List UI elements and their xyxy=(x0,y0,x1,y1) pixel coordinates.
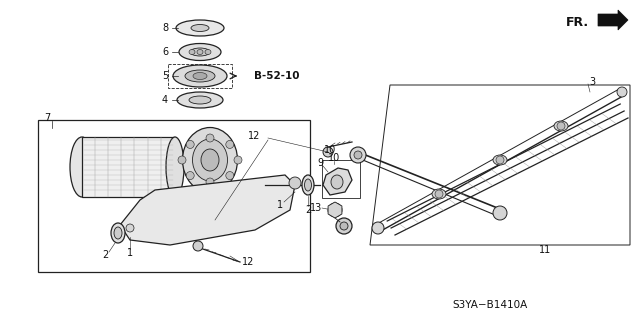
Circle shape xyxy=(496,156,504,164)
Ellipse shape xyxy=(189,96,211,104)
Circle shape xyxy=(186,140,194,148)
Circle shape xyxy=(126,224,134,232)
Circle shape xyxy=(289,177,301,189)
Ellipse shape xyxy=(70,137,94,197)
Text: 6: 6 xyxy=(162,47,168,57)
Text: 3: 3 xyxy=(589,77,595,87)
Polygon shape xyxy=(323,168,352,195)
Circle shape xyxy=(617,87,627,97)
Circle shape xyxy=(331,206,339,214)
Polygon shape xyxy=(598,10,628,30)
Text: 9: 9 xyxy=(317,158,323,168)
Ellipse shape xyxy=(205,49,211,55)
Circle shape xyxy=(350,147,366,163)
Ellipse shape xyxy=(176,20,224,36)
Circle shape xyxy=(186,172,194,180)
Circle shape xyxy=(435,190,443,198)
Ellipse shape xyxy=(493,155,507,165)
Text: FR.: FR. xyxy=(566,16,589,28)
Ellipse shape xyxy=(190,48,210,56)
Ellipse shape xyxy=(193,241,203,251)
Circle shape xyxy=(234,156,242,164)
Text: 12: 12 xyxy=(242,257,254,267)
Text: 2: 2 xyxy=(102,250,108,260)
Text: 11: 11 xyxy=(539,245,551,255)
Ellipse shape xyxy=(173,65,227,87)
Ellipse shape xyxy=(193,139,227,181)
Circle shape xyxy=(354,151,362,159)
Ellipse shape xyxy=(179,43,221,61)
Ellipse shape xyxy=(191,25,209,32)
Ellipse shape xyxy=(193,72,207,79)
Text: 1: 1 xyxy=(277,200,283,210)
Polygon shape xyxy=(82,137,175,197)
Text: 10: 10 xyxy=(324,145,336,155)
Ellipse shape xyxy=(331,175,343,189)
Ellipse shape xyxy=(166,137,184,197)
Circle shape xyxy=(178,156,186,164)
Circle shape xyxy=(226,172,234,180)
Ellipse shape xyxy=(340,222,348,230)
Text: 12: 12 xyxy=(248,131,260,141)
Text: B-52-10: B-52-10 xyxy=(254,71,300,81)
Ellipse shape xyxy=(554,121,568,131)
Polygon shape xyxy=(120,175,295,245)
Circle shape xyxy=(226,140,234,148)
Bar xyxy=(168,64,232,88)
Circle shape xyxy=(557,122,565,130)
Ellipse shape xyxy=(336,218,352,234)
Text: 1: 1 xyxy=(127,248,133,258)
Bar xyxy=(322,160,360,198)
Ellipse shape xyxy=(177,92,223,108)
Ellipse shape xyxy=(197,49,203,55)
Ellipse shape xyxy=(432,189,446,199)
Text: S3YA−B1410A: S3YA−B1410A xyxy=(452,300,527,310)
Text: 8: 8 xyxy=(162,23,168,33)
Ellipse shape xyxy=(114,227,122,239)
Ellipse shape xyxy=(323,147,333,157)
Ellipse shape xyxy=(189,49,195,55)
Text: 7: 7 xyxy=(44,113,50,123)
Ellipse shape xyxy=(305,179,312,191)
Text: 2: 2 xyxy=(305,205,311,215)
Polygon shape xyxy=(328,202,342,218)
Ellipse shape xyxy=(302,175,314,195)
Ellipse shape xyxy=(201,149,219,171)
Bar xyxy=(38,120,310,272)
Text: 4: 4 xyxy=(162,95,168,105)
Text: 5: 5 xyxy=(162,71,168,81)
Circle shape xyxy=(206,178,214,186)
Ellipse shape xyxy=(182,128,237,192)
Ellipse shape xyxy=(111,223,125,243)
Ellipse shape xyxy=(185,70,215,82)
Circle shape xyxy=(493,206,507,220)
Text: 13: 13 xyxy=(310,203,322,213)
Circle shape xyxy=(372,222,384,234)
Circle shape xyxy=(206,134,214,142)
Circle shape xyxy=(328,203,342,217)
Text: 10: 10 xyxy=(328,153,340,163)
